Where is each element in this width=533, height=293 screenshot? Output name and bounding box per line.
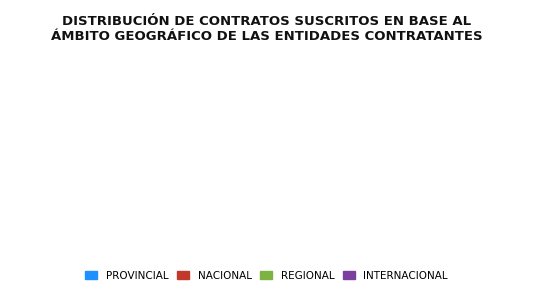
Wedge shape xyxy=(100,79,174,143)
Text: 55%: 55% xyxy=(111,186,142,200)
Wedge shape xyxy=(101,147,175,217)
Wedge shape xyxy=(156,71,253,219)
Wedge shape xyxy=(100,145,174,215)
Wedge shape xyxy=(100,78,174,143)
Wedge shape xyxy=(140,67,175,142)
Wedge shape xyxy=(100,77,174,142)
Wedge shape xyxy=(157,71,254,220)
Wedge shape xyxy=(101,79,175,144)
Wedge shape xyxy=(141,69,176,143)
Wedge shape xyxy=(100,146,174,216)
Wedge shape xyxy=(101,146,175,217)
Wedge shape xyxy=(140,67,175,141)
Text: 17%: 17% xyxy=(244,107,275,120)
Wedge shape xyxy=(101,146,175,217)
Text: 20%: 20% xyxy=(166,72,198,85)
Wedge shape xyxy=(157,72,254,220)
Wedge shape xyxy=(141,69,177,143)
Wedge shape xyxy=(156,71,253,219)
Wedge shape xyxy=(156,71,253,219)
Wedge shape xyxy=(140,68,176,142)
Wedge shape xyxy=(156,70,253,218)
Wedge shape xyxy=(155,70,252,218)
Text: DISTRIBUCIÓN DE CONTRATOS SUSCRITOS EN BASE AL
ÁMBITO GEOGRÁFICO DE LAS ENTIDADE: DISTRIBUCIÓN DE CONTRATOS SUSCRITOS EN B… xyxy=(51,15,482,43)
Wedge shape xyxy=(101,146,175,217)
Wedge shape xyxy=(140,68,176,142)
Wedge shape xyxy=(101,79,175,144)
Text: 8%: 8% xyxy=(251,155,273,168)
Wedge shape xyxy=(101,79,175,144)
Wedge shape xyxy=(100,78,174,143)
Legend: PROVINCIAL, NACIONAL, REGIONAL, INTERNACIONAL: PROVINCIAL, NACIONAL, REGIONAL, INTERNAC… xyxy=(80,267,453,285)
Wedge shape xyxy=(100,145,174,216)
Wedge shape xyxy=(141,69,176,143)
